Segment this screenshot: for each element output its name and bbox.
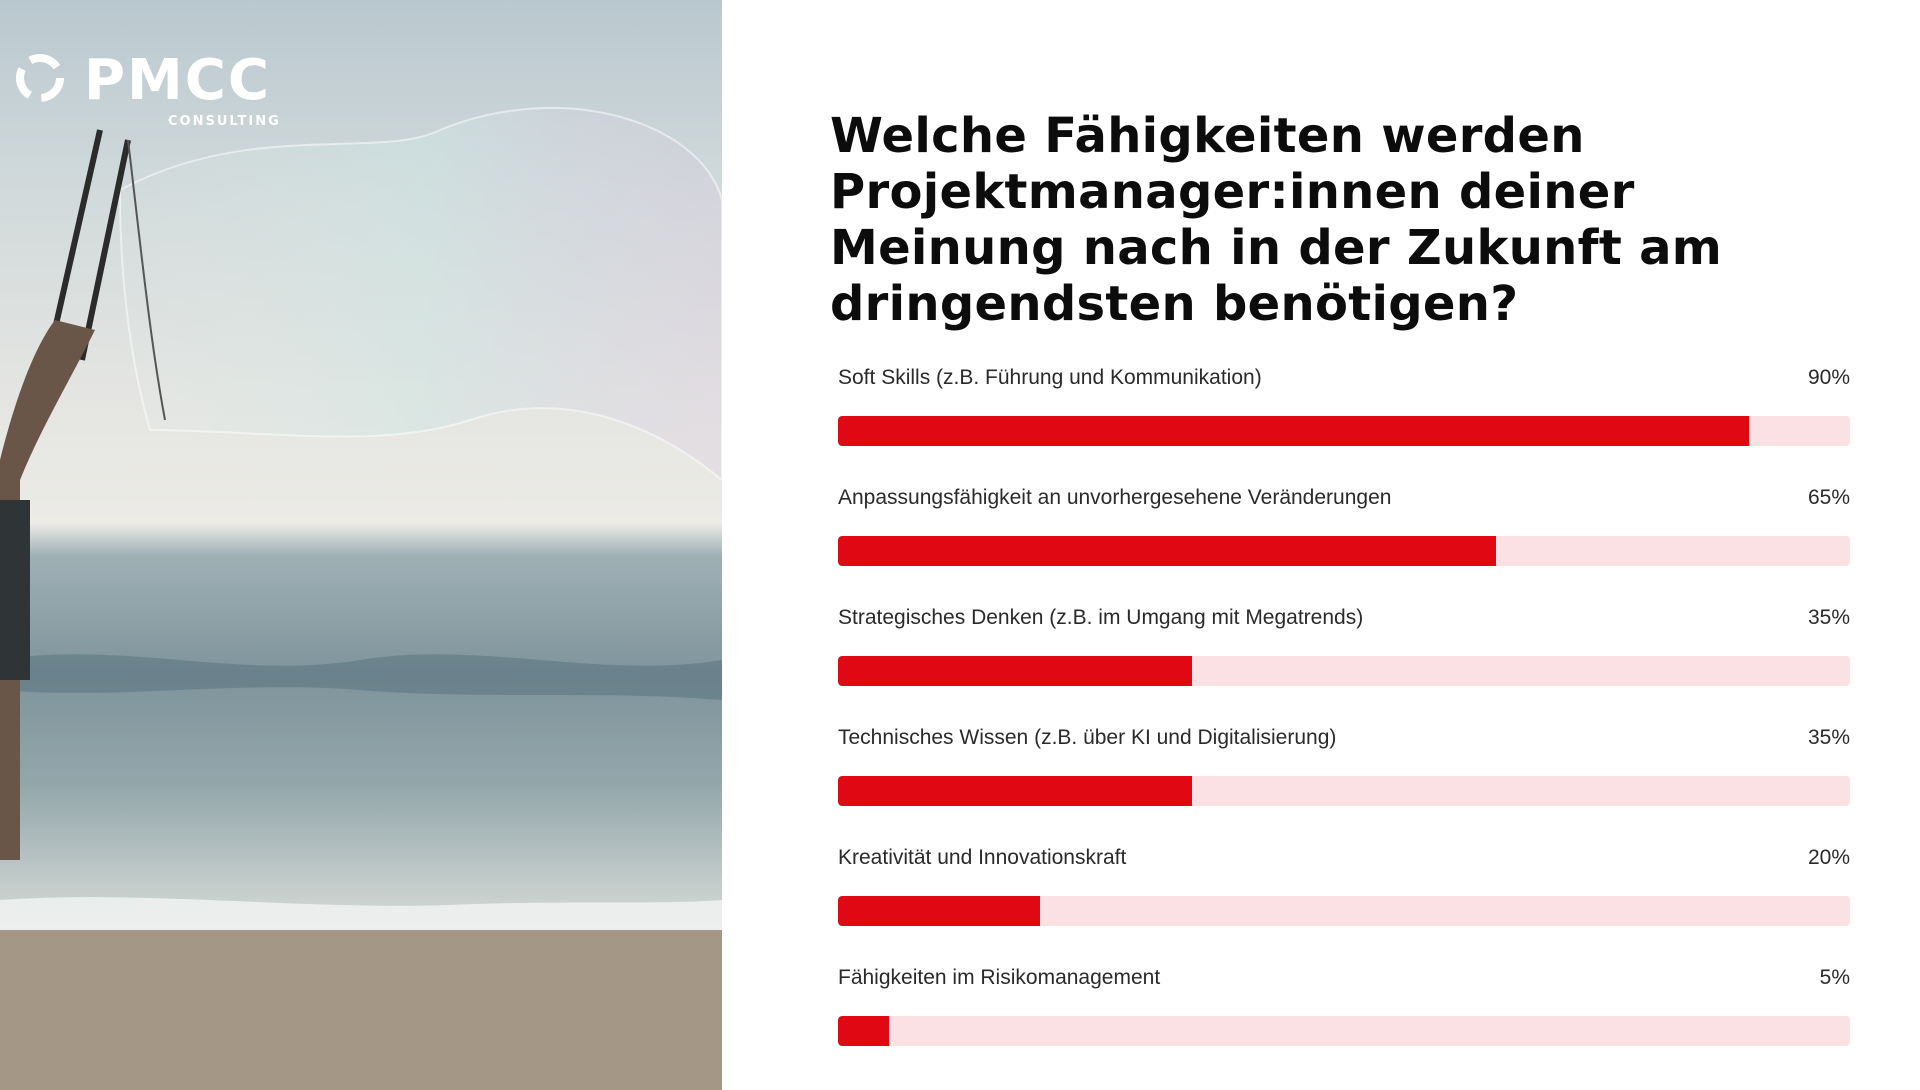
beach-bubble-photo: PMCC CONSULTING <box>0 0 722 1090</box>
bar-label: Soft Skills (z.B. Führung und Kommunikat… <box>838 366 1262 389</box>
bar-row: Soft Skills (z.B. Führung und Kommunikat… <box>838 366 1850 486</box>
bar-track <box>838 416 1850 446</box>
bar <box>838 1016 889 1046</box>
bar-value-label: 5% <box>1819 966 1850 989</box>
bar-track <box>838 656 1850 686</box>
bar-track <box>838 896 1850 926</box>
bar-value-label: 35% <box>1807 726 1850 749</box>
bar-chart: Soft Skills (z.B. Führung und Kommunikat… <box>838 366 1850 1086</box>
bar <box>838 656 1193 686</box>
swirl-logo-icon <box>16 54 64 102</box>
bar-value-label: 20% <box>1807 846 1850 869</box>
bar-row: Fähigkeiten im Risikomanagement 5% <box>838 966 1850 1086</box>
bar-value-label: 90% <box>1807 366 1850 389</box>
bar <box>838 896 1041 926</box>
bar <box>838 536 1496 566</box>
chart-title: Welche Fähigkeiten werden Projektmanager… <box>830 108 1723 332</box>
bar <box>838 776 1193 806</box>
bar-row: Technisches Wissen (z.B. über KI und Dig… <box>838 726 1850 846</box>
bar-label: Technisches Wissen (z.B. über KI und Dig… <box>838 726 1337 749</box>
bar-label: Fähigkeiten im Risikomanagement <box>838 966 1161 989</box>
bar-track <box>838 776 1850 806</box>
bar <box>838 416 1749 446</box>
bar-row: Strategisches Denken (z.B. im Umgang mit… <box>838 606 1850 726</box>
photo-scene <box>0 106 722 1090</box>
bar-row: Kreativität und Innovationskraft 20% <box>838 846 1850 966</box>
logo-subtitle: CONSULTING <box>168 114 281 129</box>
bar-track <box>838 536 1850 566</box>
bar-label: Anpassungsfähigkeit an unvorhergesehene … <box>838 486 1392 509</box>
bar-value-label: 35% <box>1807 606 1850 629</box>
logo-text: PMCC <box>84 48 271 113</box>
bar-label: Kreativität und Innovationskraft <box>838 846 1127 869</box>
bar-track <box>838 1016 1850 1046</box>
bar-label: Strategisches Denken (z.B. im Umgang mit… <box>838 606 1364 629</box>
bar-value-label: 65% <box>1807 486 1850 509</box>
bar-row: Anpassungsfähigkeit an unvorhergesehene … <box>838 486 1850 606</box>
